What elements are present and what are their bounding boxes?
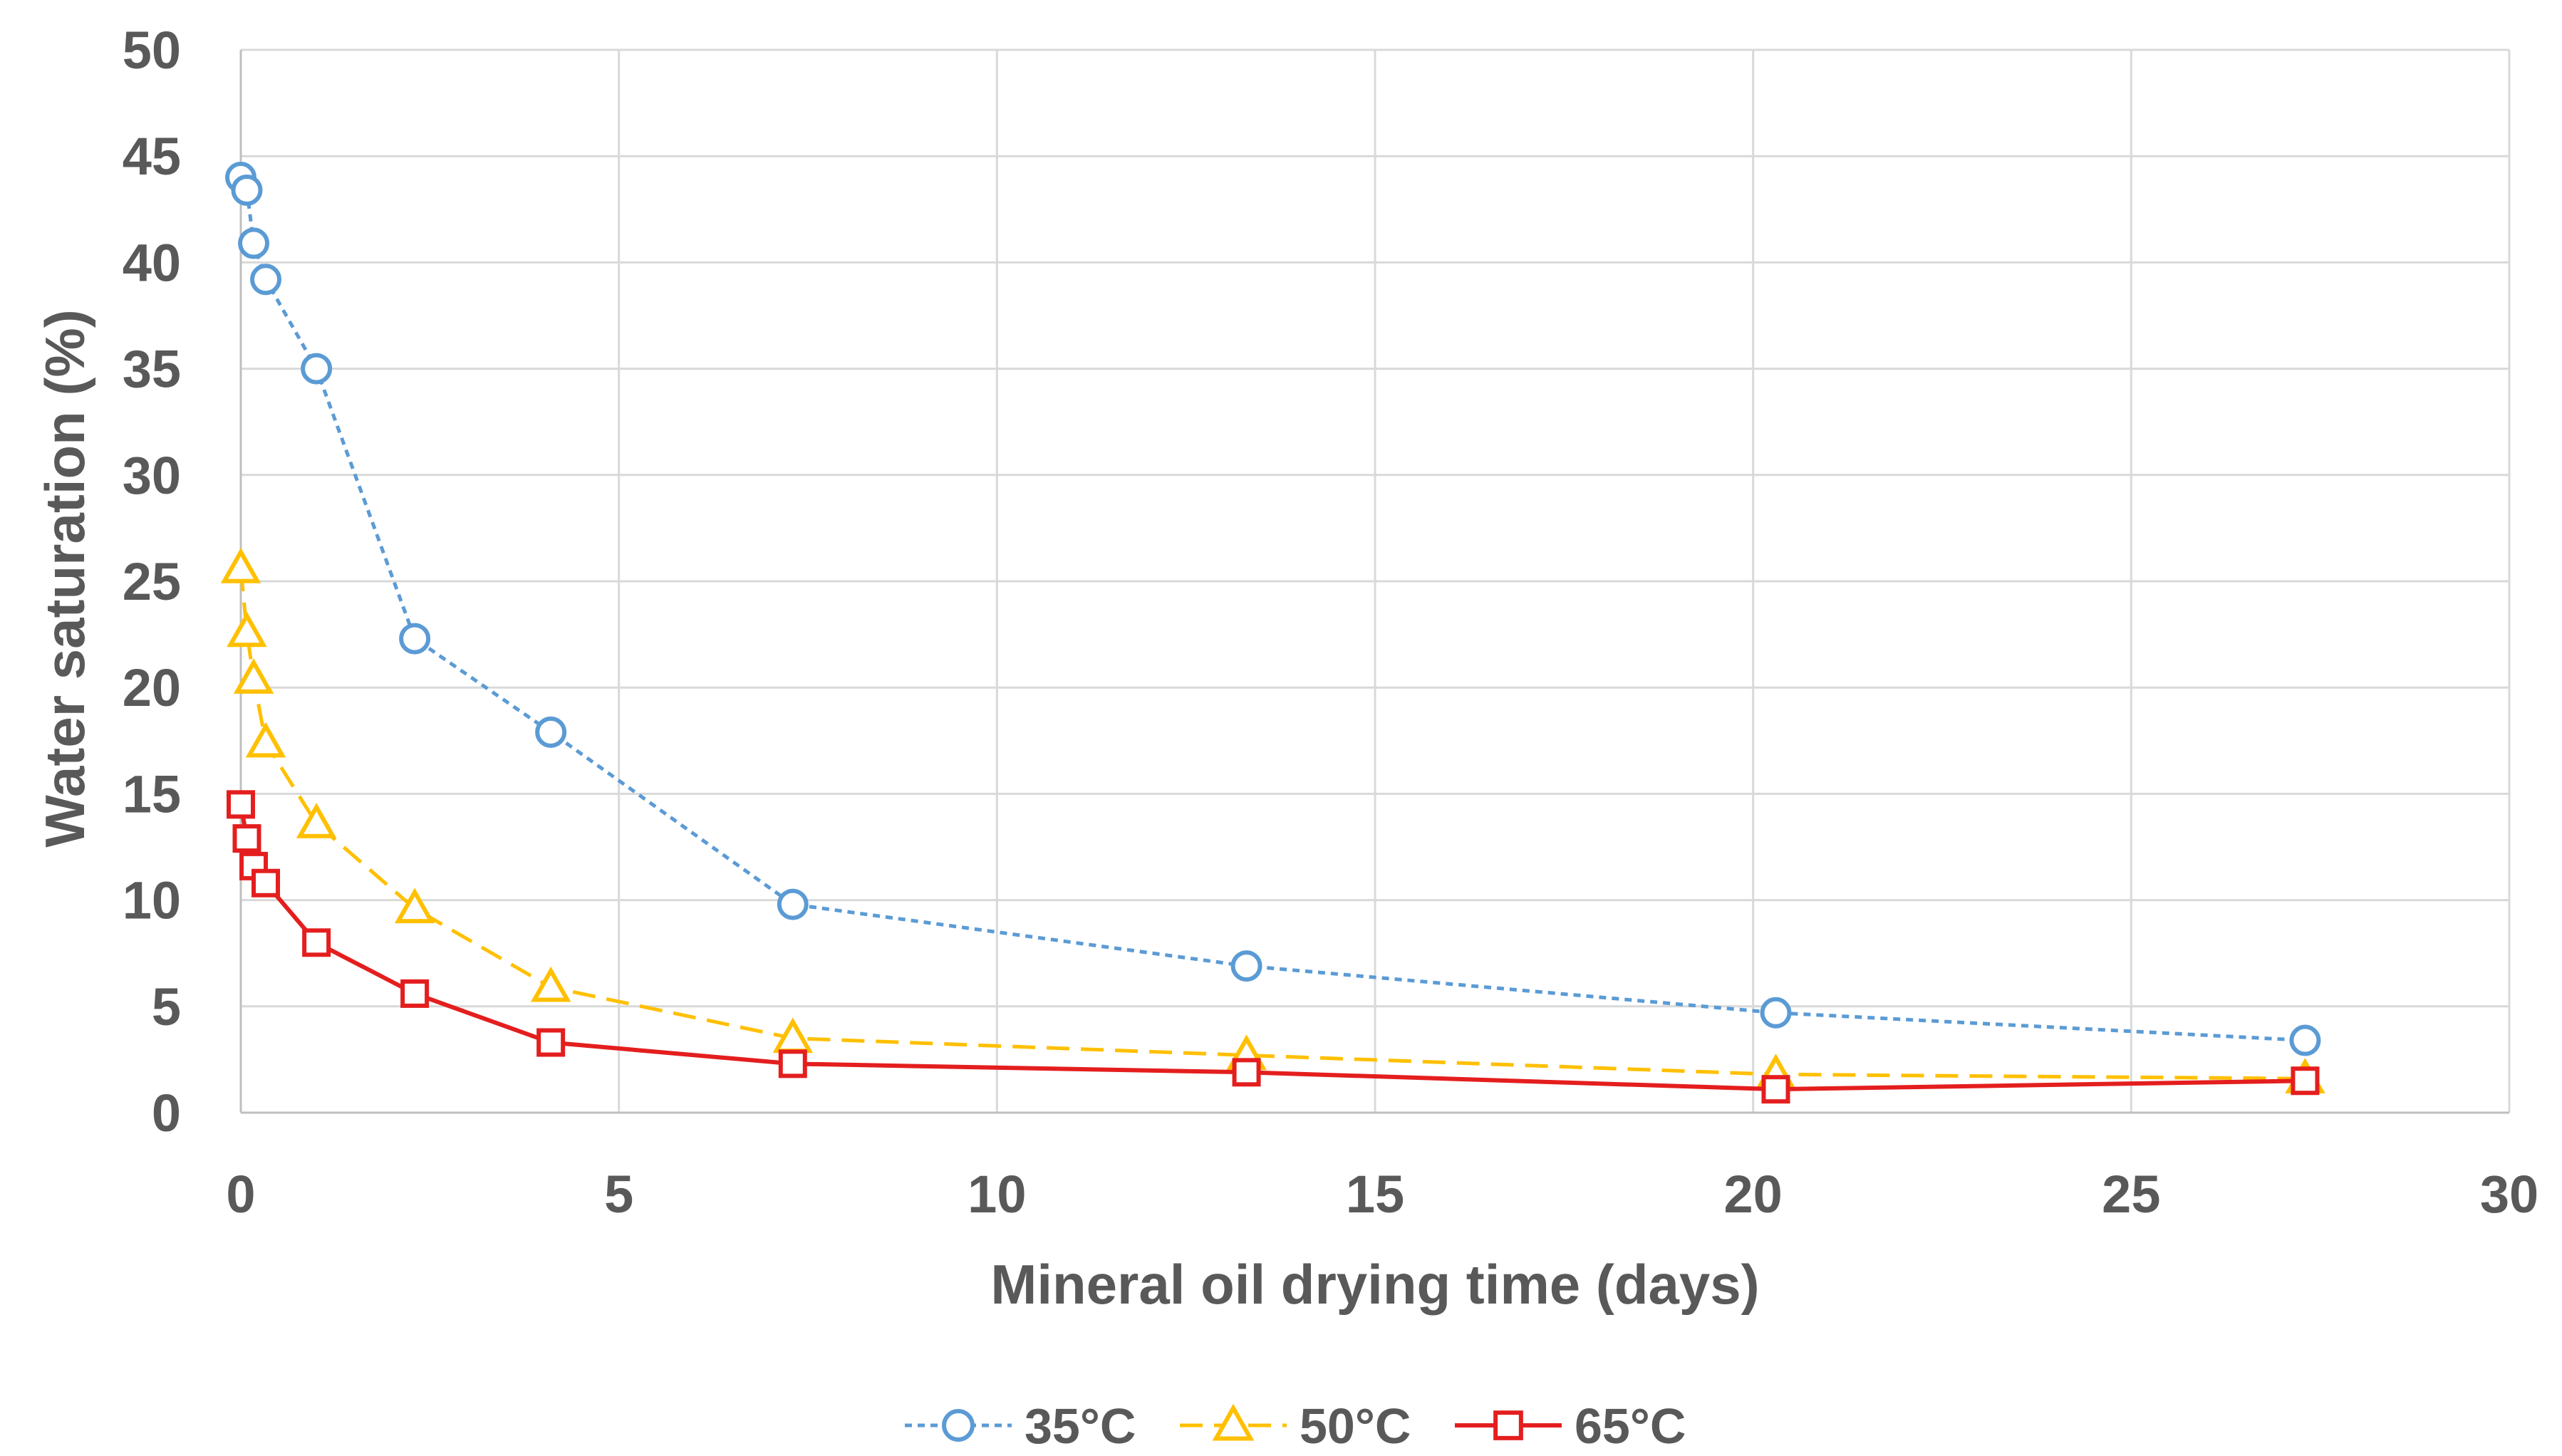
data-point-65c: [227, 790, 255, 819]
data-point-35c: [2289, 1024, 2321, 1056]
x-tick-label: 15: [1346, 1165, 1404, 1224]
data-point-35c: [399, 623, 431, 655]
data-point-50c: [245, 722, 286, 758]
data-point-50c: [296, 802, 337, 838]
y-tick-label: 25: [123, 552, 181, 611]
x-tick-label: 0: [226, 1165, 255, 1224]
y-tick-label: 45: [123, 127, 181, 186]
y-tick-label: 30: [123, 446, 181, 505]
data-point-65c: [232, 824, 261, 853]
data-point-35c: [1760, 997, 1792, 1029]
data-point-65c: [251, 868, 281, 898]
legend-marker-50c: [1212, 1403, 1255, 1441]
data-point-50c: [227, 611, 267, 648]
series-65c: [227, 790, 2320, 1104]
y-tick-label: 35: [123, 340, 181, 399]
y-tick-label: 15: [123, 764, 181, 823]
y-axis-title: Water saturation (%): [33, 309, 96, 848]
legend-marker-35c: [942, 1409, 975, 1442]
legend-item-65c: 65°C: [1455, 1398, 1686, 1454]
legend-item-35c: 35°C: [905, 1398, 1136, 1454]
x-tick-label: 5: [604, 1165, 633, 1224]
data-point-35c: [250, 264, 282, 296]
legend-label-35c: 35°C: [1025, 1398, 1136, 1454]
x-tick-label: 30: [2480, 1165, 2538, 1224]
data-point-50c: [233, 658, 274, 694]
legend-marker-65c: [1493, 1410, 1523, 1440]
tick-labels: 0 5 10 15 20 25 30 35 40 45 50 0 5 10 15 20 25 30: [123, 21, 2538, 1224]
y-tick-label: 5: [152, 977, 181, 1036]
gridlines: [241, 48, 2511, 1113]
data-point-65c: [536, 1028, 566, 1057]
legend: 35°C 50°C 65°C: [905, 1398, 1686, 1454]
data-point-65c: [778, 1049, 807, 1078]
legend-label-65c: 65°C: [1575, 1398, 1686, 1454]
series-line-50c: [239, 568, 2306, 1081]
x-tick-label: 20: [1724, 1165, 1783, 1224]
y-tick-label: 0: [152, 1083, 181, 1143]
data-point-35c: [238, 227, 270, 259]
data-point-65c: [1232, 1058, 1261, 1087]
data-point-35c: [535, 716, 567, 748]
series-line-35c: [239, 176, 2306, 1043]
legend-item-50c: 50°C: [1180, 1398, 1411, 1454]
y-tick-label: 40: [123, 233, 181, 292]
data-point-35c: [777, 888, 809, 920]
data-point-50c: [220, 547, 261, 583]
data-point-65c: [400, 979, 430, 1008]
x-axis-title: Mineral oil drying time (days): [990, 1253, 1759, 1316]
legend-label-50c: 50°C: [1300, 1398, 1411, 1454]
series-group: [220, 162, 2325, 1104]
x-tick-label: 25: [2102, 1165, 2160, 1224]
data-point-35c: [1230, 950, 1262, 982]
y-tick-label: 50: [123, 21, 181, 80]
data-point-35c: [231, 174, 263, 206]
y-tick-label: 20: [123, 658, 181, 717]
data-point-50c: [394, 888, 435, 924]
data-point-65c: [302, 928, 331, 957]
data-point-35c: [301, 353, 333, 385]
data-point-50c: [530, 966, 571, 1002]
series-35c: [225, 162, 2321, 1056]
data-point-65c: [1761, 1075, 1790, 1104]
y-tick-label: 10: [123, 871, 181, 930]
x-tick-label: 10: [968, 1165, 1026, 1224]
data-point-65c: [2291, 1066, 2320, 1096]
